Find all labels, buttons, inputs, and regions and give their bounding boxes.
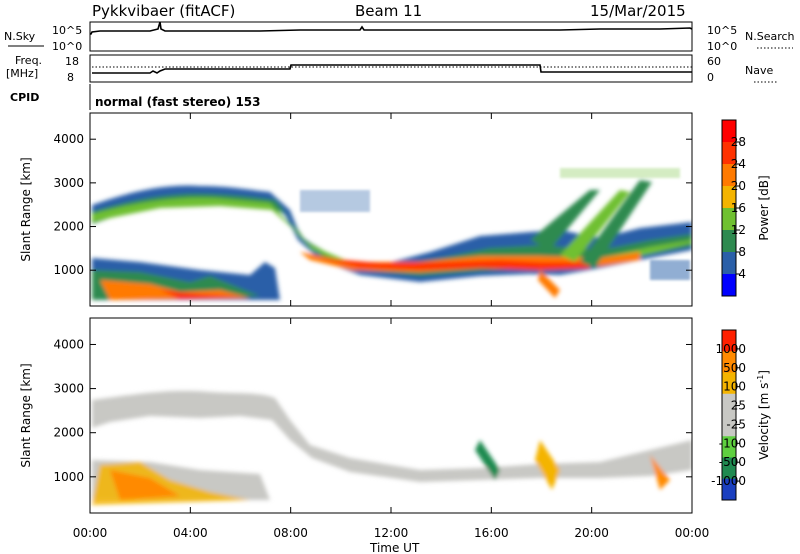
velocity-ytick-label: 2000 (53, 426, 84, 440)
power-colorbar-label: 12 (731, 223, 746, 237)
velocity-heatmap (92, 390, 692, 505)
velocity-ytick-label: 3000 (53, 382, 84, 396)
radar-title: Pykkvibaer (fitACF) (92, 2, 235, 20)
power-ylabel: Slant Range [km] (19, 157, 33, 261)
nsky-panel (89, 21, 693, 52)
power-colorbar-label: 8 (738, 245, 746, 259)
nsky-scale-top: 10^5 (52, 24, 82, 37)
power-heatmap (92, 168, 692, 300)
freq-label: Freq. (15, 54, 42, 67)
xtick-label: 16:00 (474, 526, 509, 540)
velocity-colorbar-label: 25 (731, 399, 746, 413)
power-colorbar-segment (722, 142, 736, 165)
velocity-colorbar-label: -1000 (711, 474, 746, 488)
power-ytick-label: 2000 (53, 220, 84, 234)
power-colorbar-segment (722, 120, 736, 143)
nsearch-label: N.Search (745, 30, 795, 43)
power-colorbar-segment (722, 208, 736, 231)
velocity-colorbar-segment (722, 478, 736, 501)
freq-tick-18: 18 (65, 55, 79, 68)
power-ytick-label: 3000 (53, 176, 84, 190)
power-colorbar-label: 20 (731, 179, 746, 193)
freq-tick-8: 8 (67, 71, 74, 84)
velocity-colorbar-label: -500 (719, 455, 746, 469)
velocity-colorbar-segment (722, 351, 736, 373)
date-label: 15/Mar/2015 (590, 2, 686, 20)
nsearch-scale-top: 10^5 (707, 24, 737, 37)
velocity-colorbar-label: 1000 (715, 342, 746, 356)
nsky-trace (90, 21, 693, 35)
power-colorbar-label: 4 (738, 267, 746, 281)
cpid-mode: normal (fast stereo) 153 (95, 95, 261, 109)
freq-panel (89, 54, 693, 83)
velocity-colorbar-title: Velocity [m s-1] (756, 370, 771, 460)
velocity-colorbar-label: -25 (726, 417, 746, 431)
velocity-colorbar-frame (721, 329, 737, 501)
power-colorbar-title: Power [dB] (757, 175, 771, 240)
power-ytick-label: 4000 (53, 132, 84, 146)
velocity-ylabel: Slant Range [km] (19, 363, 33, 467)
freq-unit: [MHz] (6, 67, 38, 80)
xtick-label: 00:00 (675, 526, 710, 540)
velocity-ytick-label: 1000 (53, 470, 84, 484)
nsearch-scale-bottom: 10^0 (707, 40, 737, 53)
nave-tick-0: 0 (707, 71, 714, 84)
nsky-scale-bottom: 10^0 (52, 40, 82, 53)
velocity-colorbar-label: 500 (723, 361, 746, 375)
velocity-colorbar-segment (722, 415, 736, 437)
xtick-label: 08:00 (273, 526, 308, 540)
velocity-ytick-label: 4000 (53, 337, 84, 351)
nsky-label: N.Sky (4, 30, 36, 43)
power-colorbar-segment (722, 186, 736, 209)
xtick-label: 00:00 (73, 526, 108, 540)
nave-tick-60: 60 (707, 55, 721, 68)
freq-trace (92, 64, 692, 74)
velocity-colorbar-segment (722, 436, 736, 458)
xtick-label: 04:00 (173, 526, 208, 540)
xtick-label: 12:00 (374, 526, 409, 540)
velocity-colorbar-segment (722, 372, 736, 395)
power-colorbar-segment (722, 274, 736, 297)
nave-label: Nave (745, 64, 773, 77)
velocity-colorbar-label: 100 (723, 380, 746, 394)
x-axis-title: Time UT (369, 541, 420, 554)
xtick-label: 20:00 (574, 526, 609, 540)
beam-label: Beam 11 (355, 2, 422, 20)
power-ytick-label: 1000 (53, 263, 84, 277)
power-colorbar-label: 16 (731, 201, 746, 215)
velocity-colorbar-segment (722, 393, 736, 416)
power-colorbar-segment (722, 164, 736, 187)
cpid-label: CPID (10, 91, 39, 104)
velocity-colorbar-label: -100 (719, 436, 746, 450)
velocity-colorbar-segment (722, 330, 736, 352)
power-colorbar-segment (722, 230, 736, 253)
power-colorbar-label: 24 (731, 157, 746, 171)
velocity-colorbar-segment (722, 457, 736, 480)
power-colorbar-label: 28 (731, 135, 746, 149)
power-colorbar-segment (722, 252, 736, 275)
